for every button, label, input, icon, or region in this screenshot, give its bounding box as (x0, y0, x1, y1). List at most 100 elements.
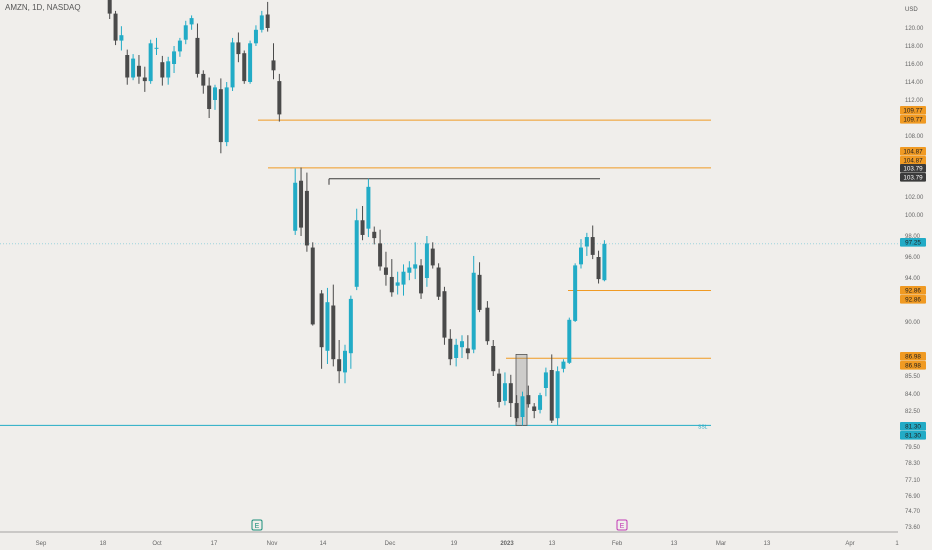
candle (448, 329, 453, 366)
candle (413, 242, 418, 280)
price-tick-label: 74.70 (905, 509, 921, 515)
candle (107, 0, 112, 19)
price-badge (900, 238, 926, 247)
price-tick-label: 76.90 (905, 494, 921, 500)
candle (442, 286, 447, 345)
candle-body (277, 81, 282, 115)
candle (195, 23, 200, 78)
candle-body (183, 25, 188, 40)
candle (532, 403, 537, 419)
candle (596, 250, 601, 284)
earnings-marker-box (251, 519, 263, 531)
candle (213, 84, 217, 110)
candle-body (555, 371, 560, 419)
time-tick-label: 13 (764, 541, 771, 547)
candle-body (497, 373, 502, 402)
price-tick-label: 79.50 (905, 445, 921, 451)
candle (360, 206, 365, 241)
candle (419, 259, 424, 299)
earnings-marker-past: E (251, 519, 263, 531)
price-badge-label: 97.25 (905, 239, 921, 246)
candle (378, 229, 383, 271)
symbol-title: AMZN, 1D, NASDAQ (5, 3, 81, 12)
price-tick-label: 114.00 (905, 80, 924, 86)
candle-body (189, 18, 194, 25)
candle-body (436, 267, 441, 297)
candle (310, 242, 315, 326)
price-badge-label: 104.87 (903, 157, 923, 164)
price-badge (900, 156, 926, 165)
price-badge (900, 115, 926, 124)
price-badge-label: 81.30 (905, 432, 921, 439)
candle-body (477, 274, 482, 310)
candle-body (154, 47, 159, 49)
candle (354, 208, 359, 291)
candle-body (142, 77, 147, 82)
candle (514, 395, 519, 422)
candle-body (413, 264, 418, 269)
time-tick-label: Dec (385, 541, 396, 547)
candle (343, 344, 347, 384)
candle-body (442, 291, 447, 338)
candle-body (136, 65, 141, 77)
candle (201, 70, 206, 94)
candle (497, 368, 502, 408)
time-tick-label: 1 (895, 541, 899, 547)
candle (485, 301, 490, 345)
candle (372, 226, 377, 245)
price-badge (900, 361, 926, 370)
time-tick-label: 13 (549, 541, 556, 547)
candle-body (125, 55, 130, 78)
candle (136, 55, 141, 84)
price-badge (900, 173, 926, 182)
candle-body (201, 73, 206, 86)
candle-body (383, 267, 388, 275)
candle (177, 37, 182, 57)
candle-body (579, 247, 583, 265)
price-tick-label: 96.00 (905, 255, 921, 261)
candle-body (407, 267, 412, 273)
candle-body (248, 43, 253, 82)
candle (543, 367, 548, 397)
candle (471, 255, 476, 354)
candle-body (319, 293, 324, 348)
candle-body (325, 302, 330, 351)
candle (584, 232, 589, 256)
candle-body (378, 243, 383, 267)
candle (555, 366, 560, 426)
price-badge (900, 295, 926, 304)
candle (325, 287, 330, 364)
candle (549, 354, 554, 423)
candle (236, 32, 241, 63)
time-tick-label: Nov (267, 541, 278, 547)
order-block-box (515, 353, 528, 426)
candle-body (166, 61, 171, 78)
candle (579, 239, 583, 269)
candle-body (596, 257, 601, 280)
candle-body (508, 383, 513, 404)
candle-body (195, 37, 200, 74)
time-tick-label: Oct (152, 541, 162, 547)
candle (573, 263, 578, 322)
price-badge-label: 86.98 (905, 353, 921, 360)
price-tick-label: 116.00 (905, 62, 924, 68)
candle-body (471, 272, 476, 350)
candle (248, 40, 253, 84)
candle (224, 82, 229, 147)
price-badge-label: 109.77 (903, 116, 923, 123)
price-badge (900, 352, 926, 361)
candle (160, 55, 165, 86)
candle (561, 359, 566, 373)
price-tick-label: 100.00 (905, 213, 924, 219)
price-badge-label: 103.79 (903, 174, 923, 181)
candle (113, 10, 118, 46)
candle (567, 317, 572, 364)
time-tick-label: Apr (845, 541, 854, 547)
price-badge-label: 81.30 (905, 423, 921, 430)
candle-body (502, 383, 507, 401)
candle (348, 295, 353, 369)
candle (242, 50, 247, 84)
candle (508, 374, 513, 417)
candle (395, 271, 400, 295)
